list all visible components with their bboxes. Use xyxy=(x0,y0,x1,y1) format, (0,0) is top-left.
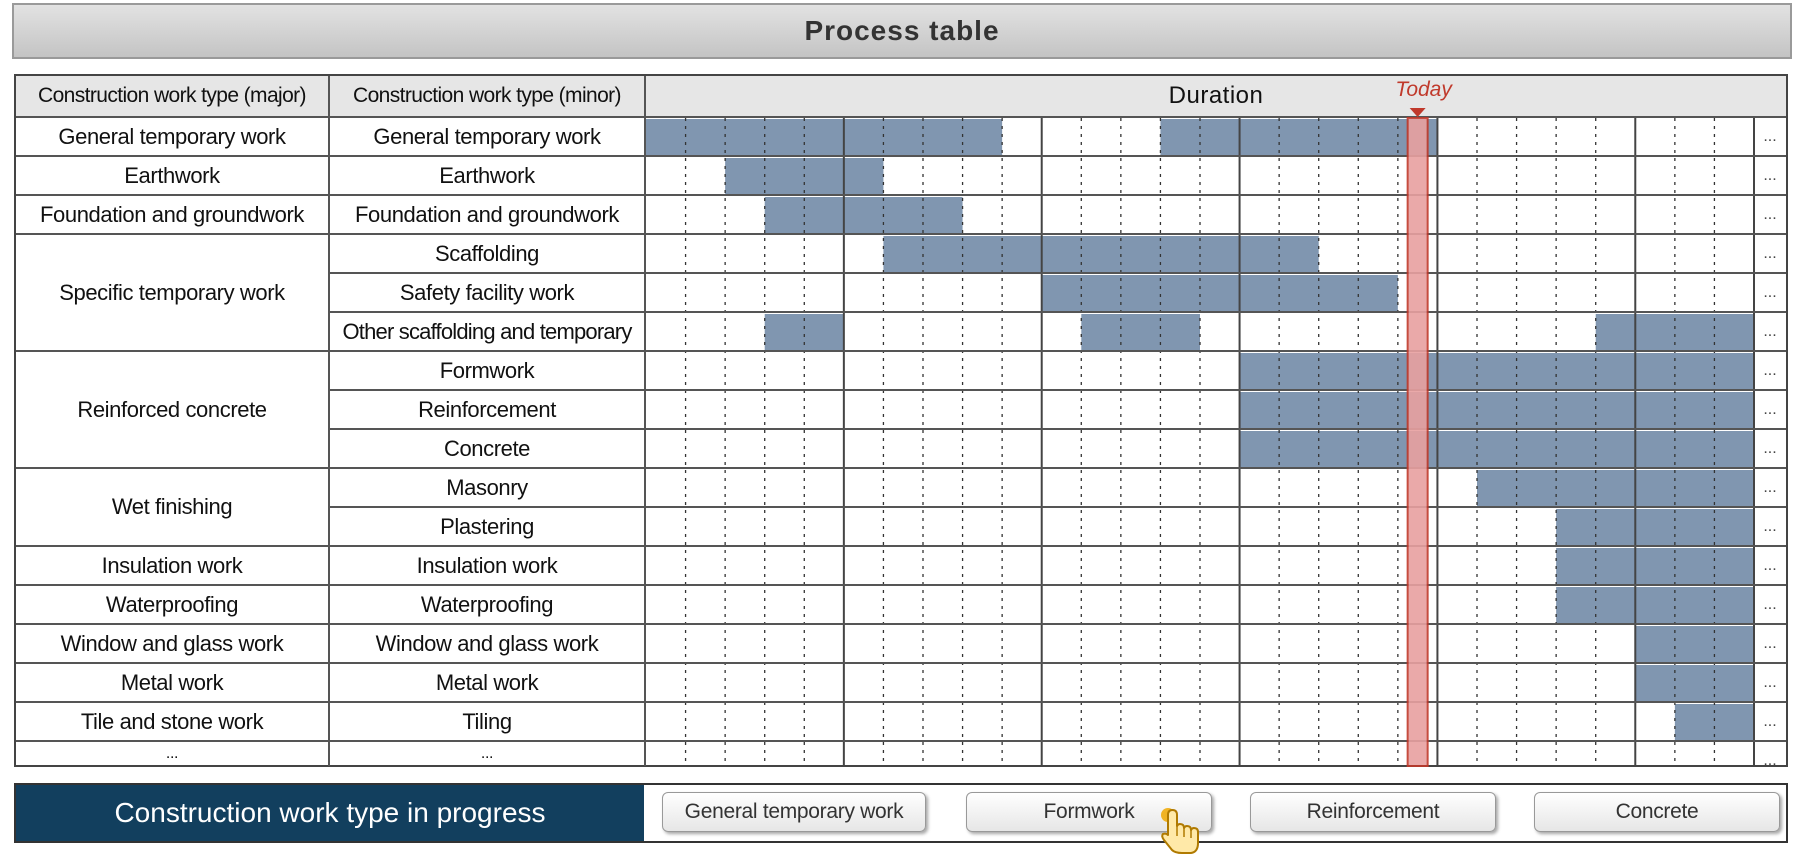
gantt-bar xyxy=(1240,392,1754,429)
in-progress-label: Construction work type in progress xyxy=(16,785,644,841)
gantt-bar xyxy=(1081,314,1200,351)
today-arrow-icon xyxy=(1410,108,1426,117)
gantt-bar xyxy=(1556,509,1754,546)
more-indicator: ... xyxy=(1763,713,1776,730)
more-indicator: ... xyxy=(1763,362,1776,379)
more-indicator: ... xyxy=(1763,284,1776,301)
gantt-bar xyxy=(646,119,1002,156)
more-indicator: ... xyxy=(1763,401,1776,418)
more-indicator: ... xyxy=(1763,635,1776,652)
more-indicator: ... xyxy=(1763,674,1776,691)
chip-concrete[interactable]: Concrete xyxy=(1534,792,1780,832)
gantt-bar xyxy=(1556,548,1754,585)
gantt-bar xyxy=(1042,275,1398,312)
gantt-bar xyxy=(1635,665,1754,702)
pointing-hand-icon xyxy=(1158,805,1202,855)
more-indicator: ... xyxy=(1763,206,1776,223)
more-indicator: ... xyxy=(1763,440,1776,457)
more-indicator: ... xyxy=(1763,167,1776,184)
more-indicator: ... xyxy=(1763,557,1776,574)
more-indicator: ... xyxy=(1763,752,1776,769)
gantt-bar xyxy=(765,197,963,234)
more-indicator: ... xyxy=(1763,323,1776,340)
gantt-bar xyxy=(1160,119,1437,156)
more-indicator: ... xyxy=(1763,518,1776,535)
chip-general-temporary-work[interactable]: General temporary work xyxy=(662,792,926,832)
gantt-bar xyxy=(1477,470,1754,507)
more-indicator: ... xyxy=(1763,245,1776,262)
chip-reinforcement[interactable]: Reinforcement xyxy=(1250,792,1496,832)
today-marker xyxy=(1408,118,1428,766)
today-label: Today xyxy=(1395,78,1453,101)
gantt-bar xyxy=(1635,626,1754,663)
gantt-chart: ........................................… xyxy=(0,0,1804,780)
more-indicator: ... xyxy=(1763,479,1776,496)
gantt-bar xyxy=(1556,587,1754,624)
gantt-bar xyxy=(1240,431,1754,468)
more-indicator: ... xyxy=(1763,128,1776,145)
gantt-bar xyxy=(883,236,1318,273)
more-indicator: ... xyxy=(1763,596,1776,613)
gantt-bar xyxy=(1240,353,1754,390)
